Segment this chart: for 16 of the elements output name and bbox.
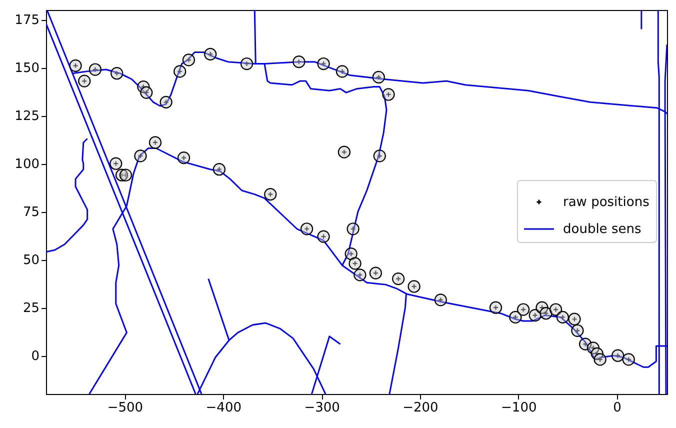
- x-tick-label: −400: [206, 400, 242, 416]
- x-tick-label: −500: [107, 400, 144, 416]
- legend-label: double sens: [563, 222, 642, 237]
- y-tick-label: 0: [31, 349, 40, 364]
- y-tick-label: 25: [22, 301, 40, 316]
- x-tick-label: −100: [501, 400, 537, 416]
- x-tick-label: 0: [613, 400, 622, 416]
- x-tick-label: −300: [304, 400, 340, 416]
- y-tick-label: 150: [14, 61, 40, 76]
- y-tick-label: 50: [22, 253, 40, 268]
- y-tick-label: 125: [14, 109, 40, 124]
- legend-label: raw positions: [563, 195, 650, 210]
- y-tick-label: 75: [22, 205, 40, 220]
- y-tick-label: 175: [14, 13, 40, 28]
- y-tick-label: 100: [14, 157, 40, 172]
- x-tick-label: −200: [402, 400, 438, 416]
